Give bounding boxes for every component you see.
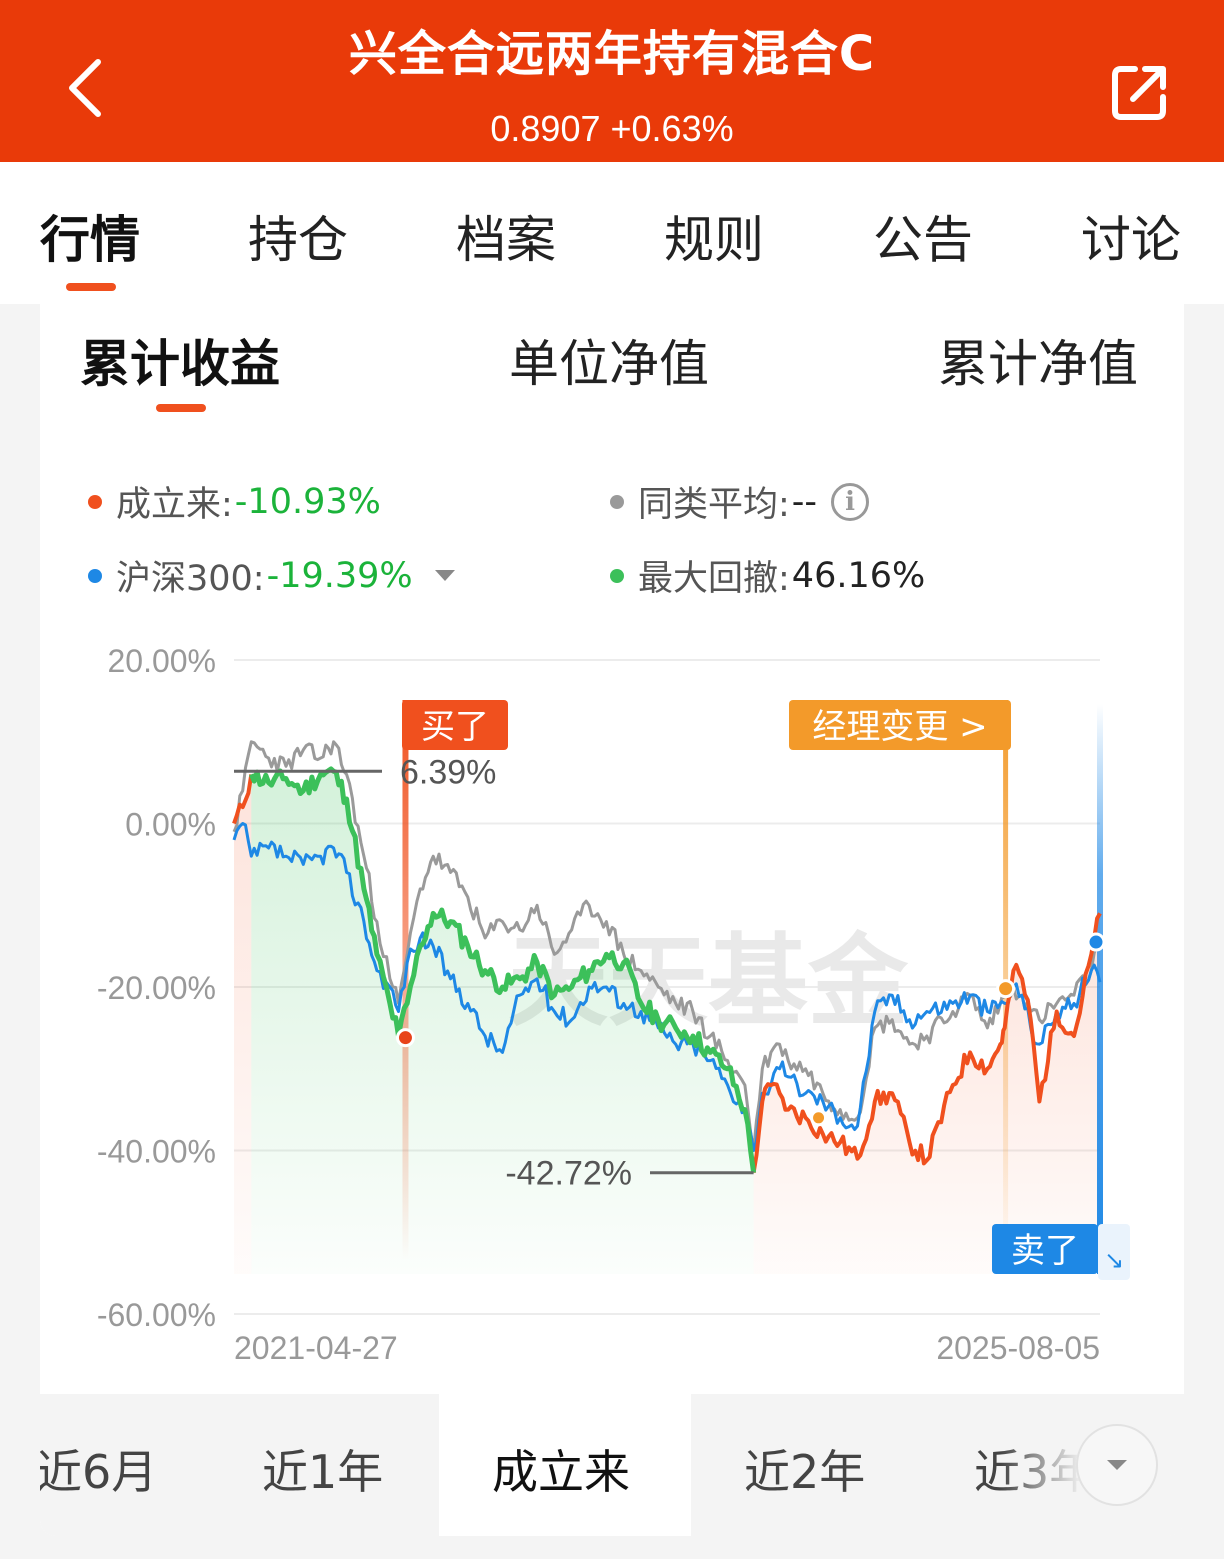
fund-price-change: 0.8907 +0.63% [490,108,734,149]
y-tick-label: -60.00% [97,1297,216,1333]
back-button[interactable] [56,48,116,128]
tab-market[interactable]: 行情 [40,211,140,269]
legend-peer-dot [610,494,624,509]
performance-card: 累计收益 单位净值 累计净值 成立来: -10.93% 同类平均: -- i 沪… [40,304,1184,1536]
info-icon[interactable]: i [831,482,870,521]
share-external-icon[interactable] [1109,61,1171,123]
peak-label: 6.39% [400,753,496,791]
return-chart[interactable]: 20.00% 0.00% -20.00% -40.00% -60.00% 2021-04-… [40,304,1184,1394]
y-tick-label: -20.00% [97,970,216,1006]
y-tick-label: 0.00% [125,807,216,843]
sell-expand-button [1098,1224,1130,1280]
tab-profile[interactable]: 档案 [456,211,556,269]
legend-peer: 同类平均: -- i [610,476,870,527]
active-tab-indicator [66,283,116,291]
drawdown-area [251,768,754,1274]
tab-holdings[interactable]: 持仓 [248,211,348,269]
index-select-caret-icon[interactable] [434,570,455,581]
tab-announcements[interactable]: 公告 [873,211,973,269]
period-1y[interactable]: 近1年 [262,1445,384,1499]
chevron-down-icon [1107,1460,1127,1470]
post-trough-area [753,913,1100,1274]
legend-fund-value: -10.93% [234,481,381,522]
x-tick-label: 2025-08-05 [936,1330,1100,1366]
active-subtab-indicator [156,404,206,412]
subtab-unit-nav[interactable]: 单位净值 [509,335,709,393]
buy-tag-label: 买了 [421,707,489,747]
main-tab-bar: 行情 持仓 档案 规则 公告 讨论 [0,162,1224,304]
pre-peak-area [234,774,252,1274]
more-periods-button[interactable] [1076,1424,1158,1506]
sell-marker-line [1097,704,1103,1274]
manager-change-point [996,979,1016,999]
sell-tag [992,1224,1098,1274]
legend-index: 沪深300: -19.39% [88,550,455,601]
y-tick-label: -40.00% [97,1134,216,1170]
legend-drawdown: 最大回撤: 46.16% [610,550,925,601]
legend-fund-label: 成立来: [116,485,233,525]
fund-series-line [232,774,254,825]
share-button[interactable] [1100,52,1180,132]
period-since-inception[interactable]: 成立来 [492,1445,630,1499]
sell-point [1086,932,1106,952]
tab-rules[interactable]: 规则 [664,211,764,269]
index-series-line [232,822,1102,1152]
manager-change-tag [789,700,1011,750]
legend-fund: 成立来: -10.93% [88,476,381,527]
subtab-cumulative-return[interactable]: 累计收益 [80,335,280,393]
legend-index-label: 沪深300: [116,559,265,599]
legend-peer-label: 同类平均: [638,485,790,525]
manager-point-small [810,1109,828,1127]
subtab-cumulative-nav[interactable]: 累计净值 [938,335,1138,393]
arrow-down-right-icon: ↘ [1104,1246,1124,1274]
fund-title: 兴全合远两年持有混合C [348,26,876,82]
legend-drawdown-dot [610,568,624,583]
fund-series-line [751,912,1102,1174]
legend-peer-value: -- [791,481,818,522]
legend-fund-dot [88,494,102,509]
period-6m[interactable]: 近6月 [40,1445,158,1499]
buy-point [395,1028,415,1048]
period-2y[interactable]: 近2年 [744,1445,866,1499]
y-tick-label: 20.00% [107,643,216,679]
legend-drawdown-value: 46.16% [791,555,926,596]
x-tick-label: 2021-04-27 [234,1330,398,1366]
tab-discussion[interactable]: 讨论 [1081,211,1181,269]
manager-change-label: 经理变更 > [812,707,987,747]
legend-index-dot [88,568,102,583]
trough-label: -42.72% [505,1155,632,1193]
buy-tag [402,700,508,750]
header-bar: 兴全合远两年持有混合C 0.8907 +0.63% [0,0,1224,162]
period-active-background [439,1394,691,1536]
chevron-left-icon[interactable] [66,56,106,120]
legend-drawdown-label: 最大回撤: [638,559,790,599]
period-selector: 近6月 近1年 成立来 近2年 近3年 [40,1394,1184,1536]
sell-tag-label: 卖了 [1011,1231,1079,1271]
legend-index-value: -19.39% [266,555,413,596]
